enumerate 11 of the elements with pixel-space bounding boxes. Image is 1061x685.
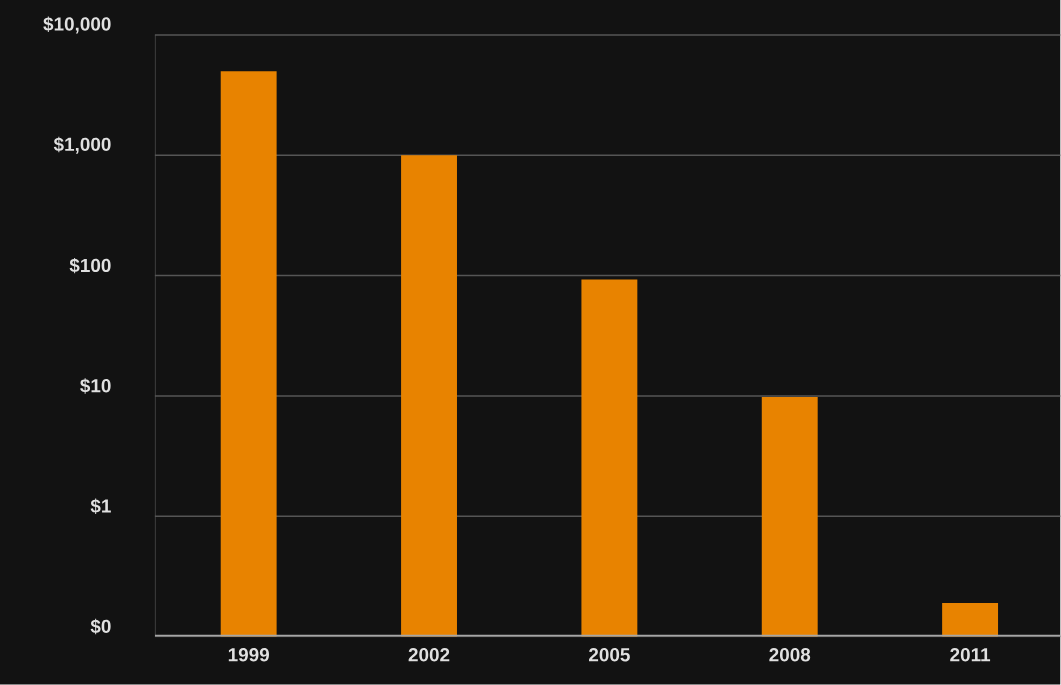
y-tick-label: $10: [80, 378, 111, 394]
y-tick-label: $1,000: [53, 137, 111, 154]
x-tick-label: 2002: [408, 648, 450, 662]
y-tick-label: $10,000: [43, 16, 111, 34]
x-tick-label: 2005: [589, 648, 630, 662]
y-tick-label: $0: [90, 619, 111, 635]
x-tick-label: 2008: [769, 648, 811, 662]
y-tick-label: $1: [90, 498, 111, 515]
x-tick-label: 1999: [228, 648, 270, 662]
x-tick-label: 2011: [950, 648, 991, 662]
y-tick-label: $100: [69, 258, 111, 274]
